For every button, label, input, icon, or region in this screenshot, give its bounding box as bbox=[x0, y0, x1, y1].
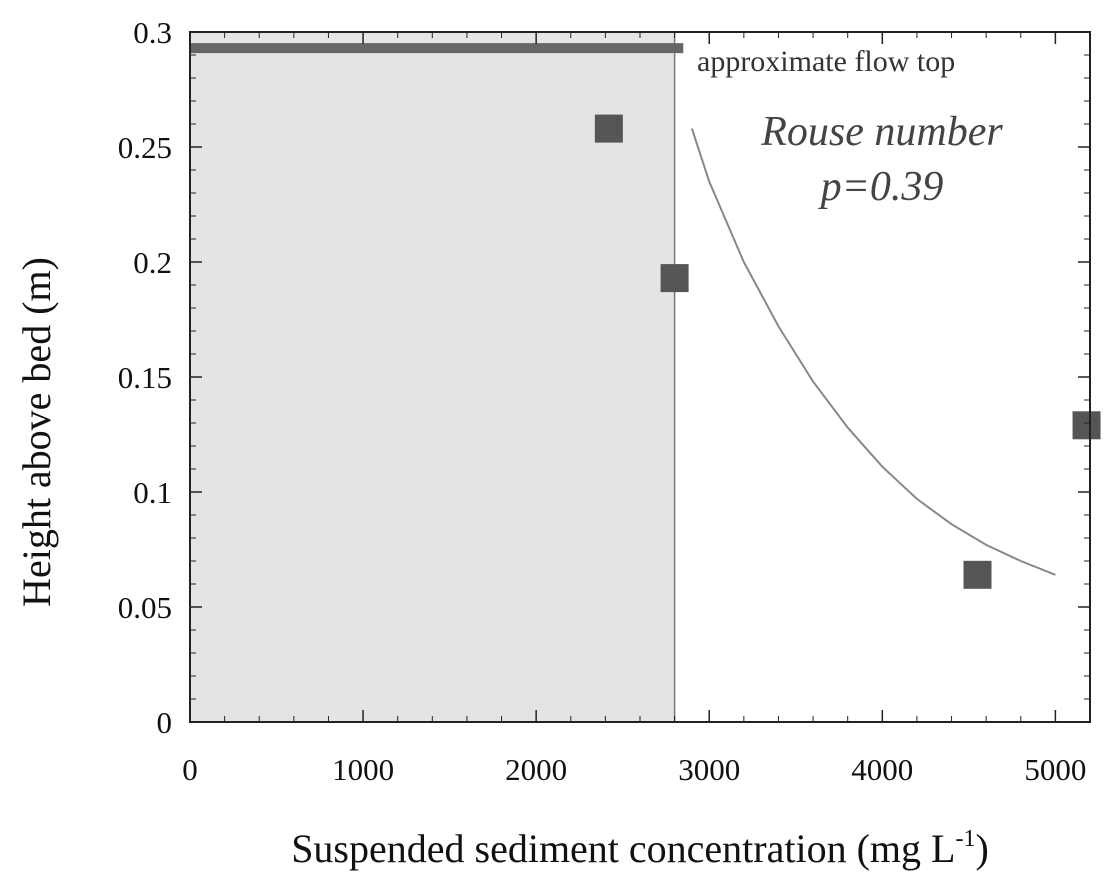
x-tick-label: 1000 bbox=[332, 752, 394, 787]
x-tick-label: 3000 bbox=[678, 752, 740, 787]
x-axis-title: Suspended sediment concentration (mg L-1… bbox=[291, 826, 989, 871]
x-axis-title-superscript: -1 bbox=[955, 826, 975, 852]
y-tick-label: 0.15 bbox=[118, 360, 172, 395]
x-axis-title-main: Suspended sediment concentration (mg L bbox=[291, 826, 955, 871]
data-point bbox=[963, 560, 992, 589]
fit-curve-layer bbox=[690, 128, 1056, 576]
x-tick-label: 2000 bbox=[505, 752, 567, 787]
y-tick-label: 0.1 bbox=[133, 475, 172, 510]
y-tick-label: 0.25 bbox=[118, 130, 172, 165]
data-point bbox=[660, 264, 689, 293]
data-point bbox=[1072, 411, 1101, 440]
shaded-region-layer bbox=[189, 31, 676, 723]
x-axis-title-suffix: ) bbox=[975, 826, 988, 871]
rouse-number-label: Rouse number bbox=[760, 109, 1003, 155]
x-tick-label: 5000 bbox=[1024, 752, 1086, 787]
data-points-layer bbox=[594, 114, 1101, 589]
x-tick-label: 0 bbox=[182, 752, 198, 787]
y-tick-label: 0.3 bbox=[133, 15, 172, 50]
y-tick-label: 0.2 bbox=[133, 245, 172, 280]
data-point bbox=[594, 114, 623, 143]
tick-labels-layer: 0 1000 2000 3000 4000 5000 0 0.05 0.1 0.15 0.2 0.25… bbox=[118, 15, 1087, 787]
shaded-region bbox=[189, 31, 676, 723]
y-axis-title: Height above bed (m) bbox=[14, 257, 59, 607]
y-tick-label: 0.05 bbox=[118, 590, 172, 625]
rouse-p-value-label: p=0.39 bbox=[818, 164, 944, 210]
flow-top-label: approximate flow top bbox=[697, 45, 955, 78]
y-tick-label: 0 bbox=[157, 705, 173, 740]
rouse-fit-curve bbox=[690, 128, 1056, 576]
x-tick-label: 4000 bbox=[851, 752, 913, 787]
ticks-layer bbox=[189, 31, 1091, 723]
